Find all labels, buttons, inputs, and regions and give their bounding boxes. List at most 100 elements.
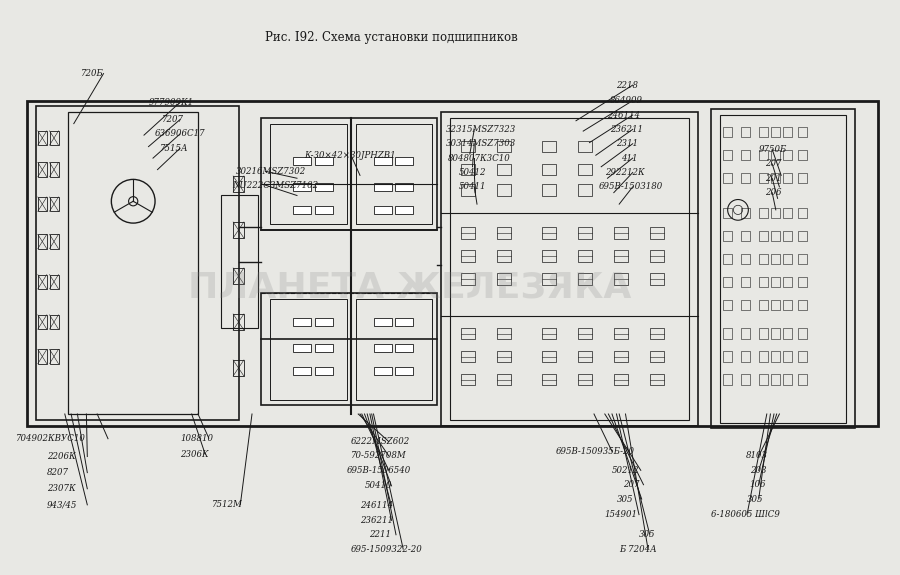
Bar — [741, 300, 750, 310]
Bar — [50, 162, 58, 177]
Bar — [783, 277, 792, 287]
Text: 7207: 7207 — [162, 115, 184, 124]
Bar — [498, 141, 511, 152]
Bar — [783, 127, 792, 137]
Bar — [374, 205, 392, 214]
Text: 636906С17: 636906С17 — [155, 129, 205, 139]
Bar — [783, 374, 792, 385]
Bar — [356, 124, 432, 224]
Text: ПЛАНЕТА ЖЕЛЕЗЯКА: ПЛАНЕТА ЖЕЛЕЗЯКА — [188, 270, 631, 305]
Bar — [36, 106, 238, 420]
Bar — [741, 328, 750, 339]
Bar — [578, 141, 592, 152]
Bar — [783, 150, 792, 160]
Bar — [498, 273, 511, 285]
Bar — [578, 351, 592, 362]
Bar — [270, 124, 346, 224]
Bar — [771, 328, 780, 339]
Bar — [395, 343, 413, 352]
Bar — [293, 183, 311, 191]
Bar — [542, 273, 556, 285]
Text: 207: 207 — [623, 480, 639, 489]
Text: 695В-150935Б-20: 695В-150935Б-20 — [556, 447, 635, 456]
Bar — [741, 277, 750, 287]
Bar — [650, 250, 664, 262]
Bar — [741, 173, 750, 183]
Bar — [374, 367, 392, 375]
Bar — [723, 328, 732, 339]
Bar — [783, 300, 792, 310]
Bar — [461, 141, 475, 152]
Bar — [741, 127, 750, 137]
Bar — [783, 328, 792, 339]
Bar — [461, 184, 475, 196]
Bar — [261, 118, 436, 230]
Bar — [293, 367, 311, 375]
Bar — [374, 343, 392, 352]
Bar — [38, 131, 47, 145]
Bar — [783, 173, 792, 183]
Text: 207: 207 — [765, 159, 781, 168]
Text: 108810: 108810 — [180, 434, 213, 443]
Bar — [498, 374, 511, 385]
Bar — [723, 231, 732, 241]
Bar — [650, 273, 664, 285]
Bar — [27, 101, 878, 425]
Bar — [50, 197, 58, 211]
Bar — [783, 351, 792, 362]
Bar — [233, 176, 244, 192]
Text: 943/45: 943/45 — [47, 500, 77, 509]
Bar — [798, 328, 807, 339]
Text: 236211: 236211 — [360, 516, 393, 525]
Bar — [578, 273, 592, 285]
Bar — [650, 374, 664, 385]
Bar — [614, 227, 628, 239]
Bar — [650, 227, 664, 239]
Bar — [293, 317, 311, 327]
Bar — [759, 127, 768, 137]
Bar — [798, 351, 807, 362]
Bar — [38, 275, 47, 289]
Text: 203: 203 — [750, 466, 766, 475]
Text: 9750Б: 9750Б — [759, 145, 788, 154]
Bar — [614, 328, 628, 339]
Text: 695-1509322-20: 695-1509322-20 — [351, 545, 423, 554]
Bar — [498, 164, 511, 175]
Bar — [798, 173, 807, 183]
Text: 305: 305 — [639, 530, 655, 539]
Bar — [374, 156, 392, 166]
Bar — [723, 150, 732, 160]
Text: 201: 201 — [765, 174, 781, 183]
Bar — [38, 349, 47, 364]
Bar — [614, 273, 628, 285]
Bar — [38, 197, 47, 211]
Text: Рис. I92. Схема установки подшипников: Рис. I92. Схема установки подшипников — [266, 31, 518, 44]
Bar — [723, 277, 732, 287]
Bar — [461, 374, 475, 385]
Text: 7512М: 7512М — [212, 500, 242, 509]
Bar — [395, 317, 413, 327]
Bar — [723, 208, 732, 218]
Bar — [614, 250, 628, 262]
Bar — [650, 328, 664, 339]
Bar — [723, 300, 732, 310]
Bar — [720, 115, 846, 423]
Text: 246114: 246114 — [360, 501, 393, 511]
Bar — [578, 374, 592, 385]
Text: 206: 206 — [765, 188, 781, 197]
Text: 8207: 8207 — [47, 468, 68, 477]
Bar — [741, 374, 750, 385]
Text: 2307К: 2307К — [47, 484, 76, 493]
Bar — [741, 254, 750, 264]
Bar — [461, 328, 475, 339]
Text: 2211: 2211 — [369, 530, 391, 539]
Bar — [614, 374, 628, 385]
Text: 720Б: 720Б — [81, 69, 104, 78]
Bar — [498, 250, 511, 262]
Text: 2206К: 2206К — [47, 452, 76, 461]
Bar — [542, 351, 556, 362]
Bar — [578, 227, 592, 239]
Text: 804807К3С10: 804807К3С10 — [448, 154, 511, 163]
Text: 292212К: 292212К — [605, 168, 644, 177]
Text: 2218: 2218 — [616, 81, 638, 90]
